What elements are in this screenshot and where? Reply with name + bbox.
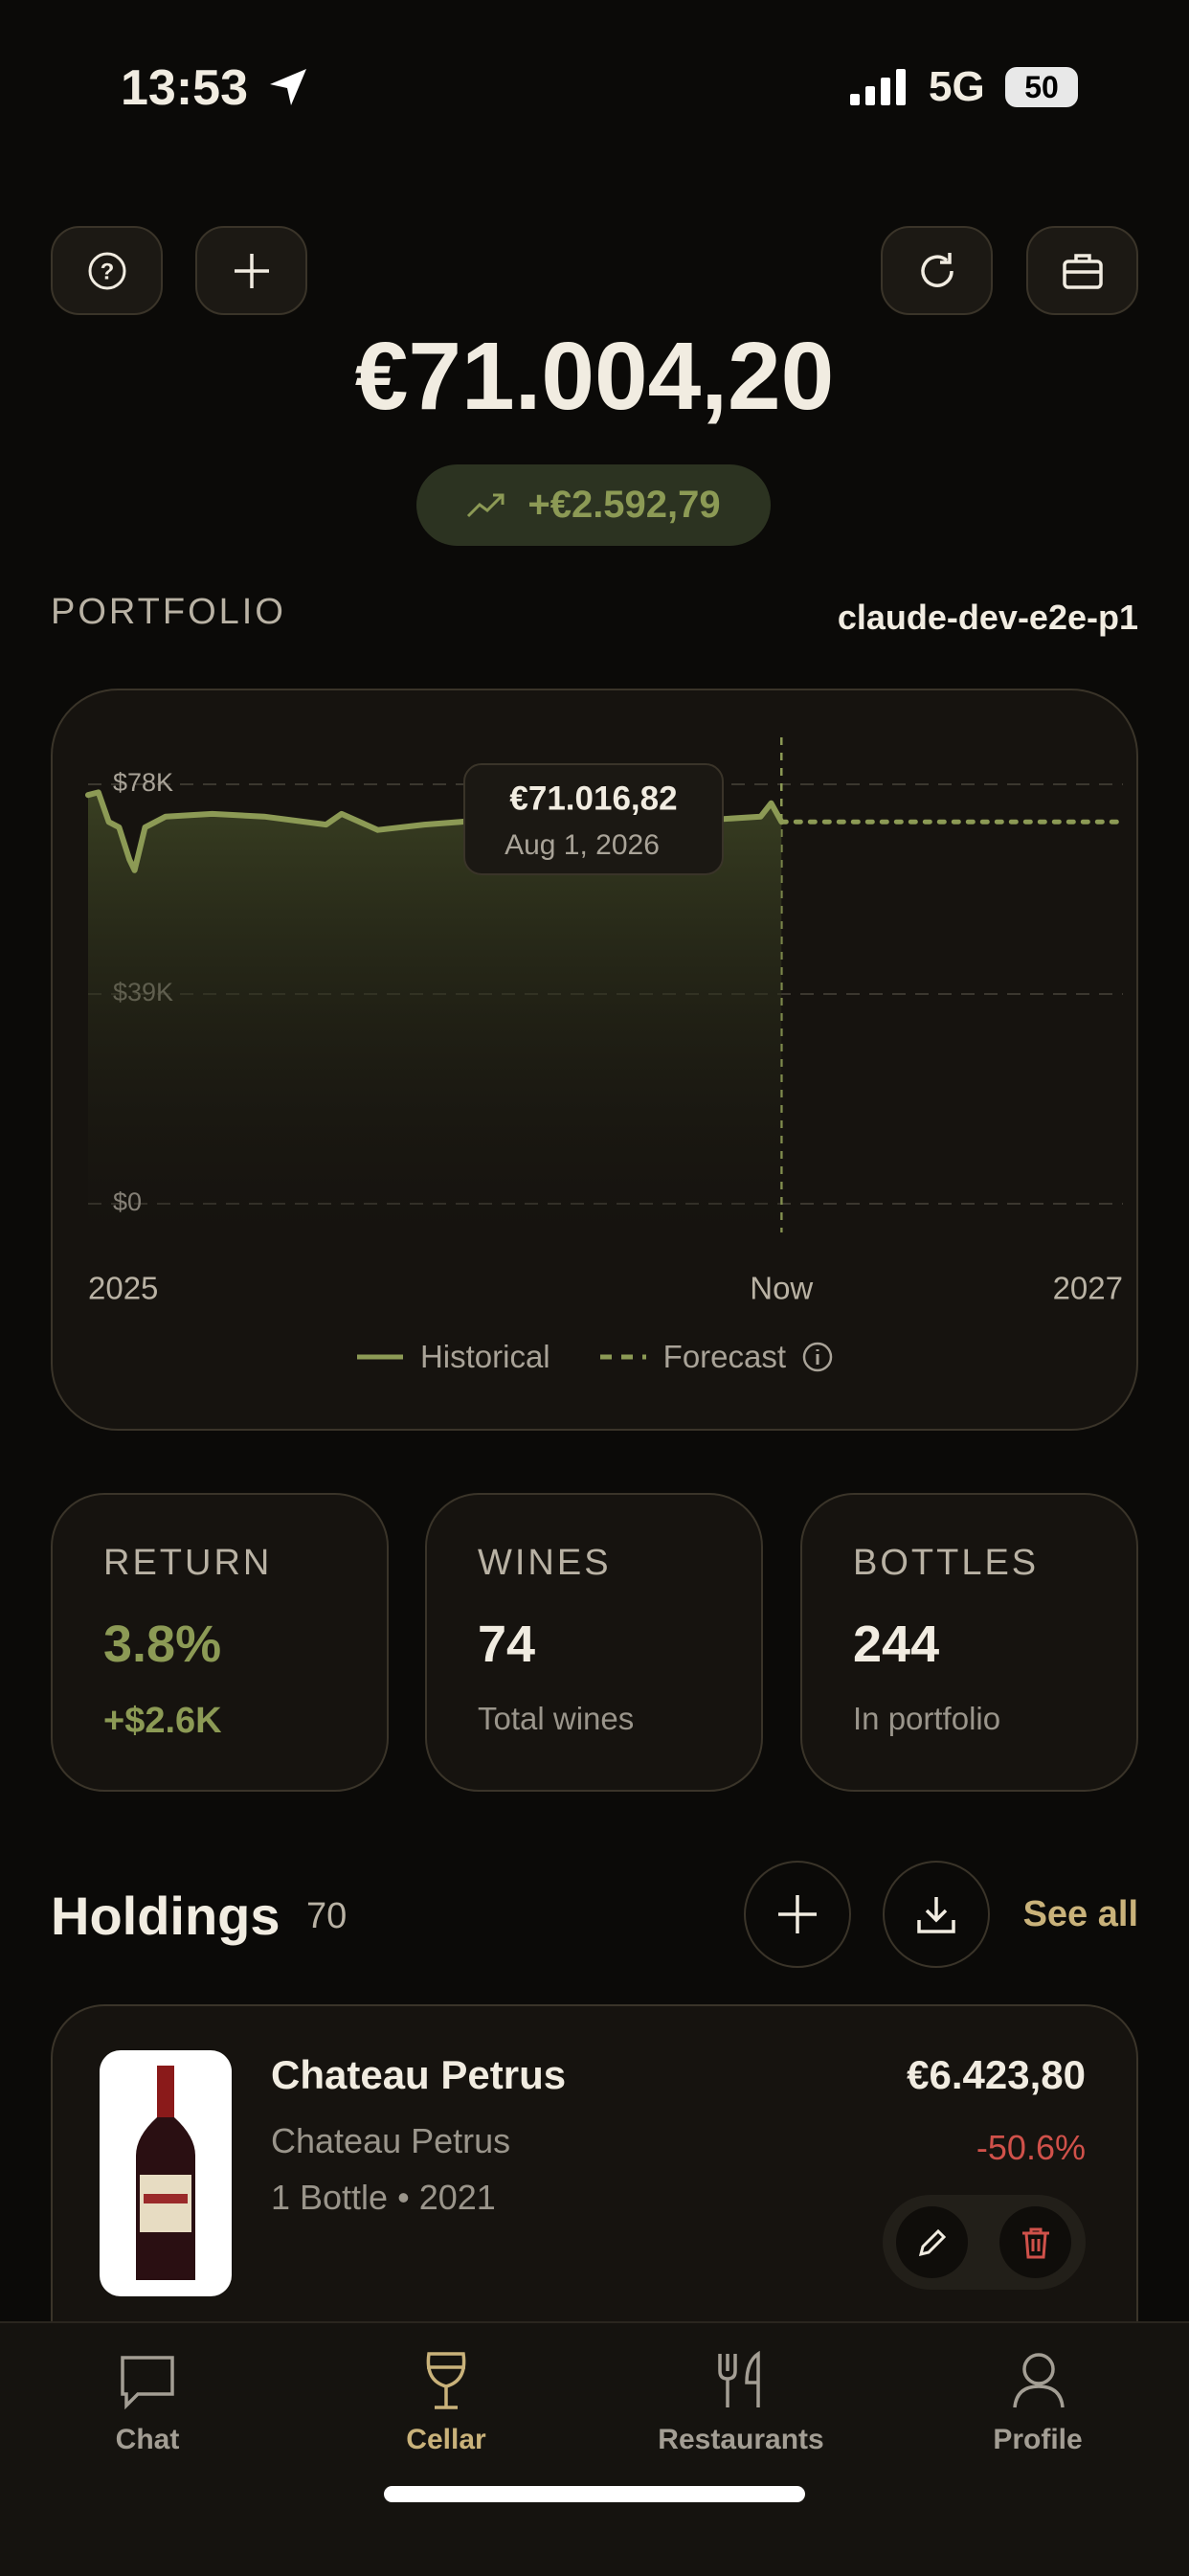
- help-icon: ?: [88, 252, 125, 289]
- home-indicator: [384, 2486, 805, 2502]
- signal-icon: [850, 69, 906, 105]
- tooltip-value: €71.016,82: [509, 780, 677, 817]
- download-icon: [917, 1897, 955, 1933]
- account-name: claude-dev-e2e-p1: [837, 598, 1138, 637]
- legend-label: Forecast: [662, 1339, 787, 1374]
- tab-label[interactable]: Profile: [993, 2424, 1083, 2455]
- change-pill: +€2.592,79: [416, 464, 771, 546]
- action-pill: [883, 2195, 1086, 2290]
- briefcase-icon: [1062, 253, 1103, 289]
- pencil-icon: [918, 2228, 946, 2256]
- chat-icon: [121, 2356, 174, 2409]
- profile-icon: [1013, 2353, 1065, 2408]
- legend-item: Historical: [355, 1339, 550, 1375]
- stat-label: RETURN: [103, 1543, 273, 1583]
- balance: €71.004,20: [354, 323, 835, 430]
- info-circle: [802, 1342, 833, 1372]
- tab-label[interactable]: Cellar: [406, 2424, 486, 2455]
- wine-price: €6.423,80: [907, 2052, 1086, 2097]
- tooltip-box: [463, 763, 724, 875]
- holdings-count: 70: [306, 1896, 348, 1936]
- stat-sub: Total wines: [478, 1701, 635, 1736]
- legend: Historical Forecast: [0, 1339, 1189, 1375]
- tab-label[interactable]: Restaurants: [658, 2424, 824, 2455]
- plus-icon: [234, 253, 269, 288]
- stat-value: 3.8%: [103, 1616, 222, 1673]
- tab-label[interactable]: Chat: [115, 2424, 180, 2455]
- stat-label: WINES: [478, 1543, 612, 1583]
- add-holding-button[interactable]: [744, 1861, 851, 1968]
- trash-icon: [1021, 2227, 1049, 2258]
- stat-value: 74: [478, 1616, 536, 1673]
- x-tick-label: 2027: [1053, 1271, 1123, 1306]
- wine-image: [100, 2050, 232, 2296]
- battery: 50: [1005, 67, 1078, 107]
- x-tick-label: 2025: [88, 1271, 158, 1306]
- plus-icon: [778, 1895, 817, 1933]
- location-icon: [270, 69, 306, 105]
- x-tick-label: Now: [750, 1271, 813, 1306]
- refresh-button[interactable]: [881, 226, 993, 315]
- refresh-icon: [920, 252, 953, 287]
- edit-button[interactable]: [896, 2206, 968, 2278]
- section-label: PORTFOLIO: [51, 592, 286, 632]
- trend-icon: [467, 493, 505, 517]
- stat-card: WINES 74 Total wines: [425, 1493, 763, 1792]
- wine-producer: Chateau Petrus: [271, 2121, 511, 2160]
- cellar-icon: [426, 2352, 466, 2409]
- info-icon[interactable]: [801, 1341, 834, 1373]
- portfolio-button[interactable]: [1026, 226, 1138, 315]
- delete-button[interactable]: [999, 2206, 1071, 2278]
- help-button[interactable]: ?: [51, 226, 163, 315]
- wine-name: Chateau Petrus: [271, 2052, 567, 2097]
- tab-bar: [0, 2321, 1189, 2576]
- y-tick-label: $78K: [113, 768, 173, 797]
- stat-sub: +$2.6K: [103, 1701, 222, 1741]
- stat-card: RETURN 3.8% +$2.6K: [51, 1493, 389, 1792]
- stat-card: BOTTLES 244 In portfolio: [800, 1493, 1138, 1792]
- legend-swatch: [356, 1354, 403, 1360]
- wine-change: -50.6%: [976, 2128, 1086, 2167]
- tooltip-date: Aug 1, 2026: [505, 829, 660, 861]
- stat-value: 244: [853, 1616, 940, 1673]
- area-fill: [88, 792, 782, 1232]
- legend-swatch: [599, 1354, 646, 1360]
- export-button[interactable]: [883, 1861, 990, 1968]
- wine-detail: 1 Bottle • 2021: [271, 2178, 496, 2217]
- status-time: 13:53: [121, 60, 248, 116]
- bottle-icon: [136, 2066, 195, 2280]
- change-value: +€2.592,79: [527, 484, 721, 526]
- add-button[interactable]: [195, 226, 307, 315]
- holdings-title: Holdings: [51, 1886, 280, 1946]
- stat-label: BOTTLES: [853, 1543, 1040, 1583]
- network-label: 5G: [929, 63, 985, 110]
- legend-label: Historical: [419, 1339, 550, 1374]
- legend-item: Forecast: [598, 1339, 834, 1375]
- svg-text:?: ?: [100, 259, 114, 284]
- stat-sub: In portfolio: [853, 1701, 1001, 1736]
- see-all-link[interactable]: See all: [1022, 1894, 1138, 1934]
- restaurants-icon: [718, 2350, 760, 2407]
